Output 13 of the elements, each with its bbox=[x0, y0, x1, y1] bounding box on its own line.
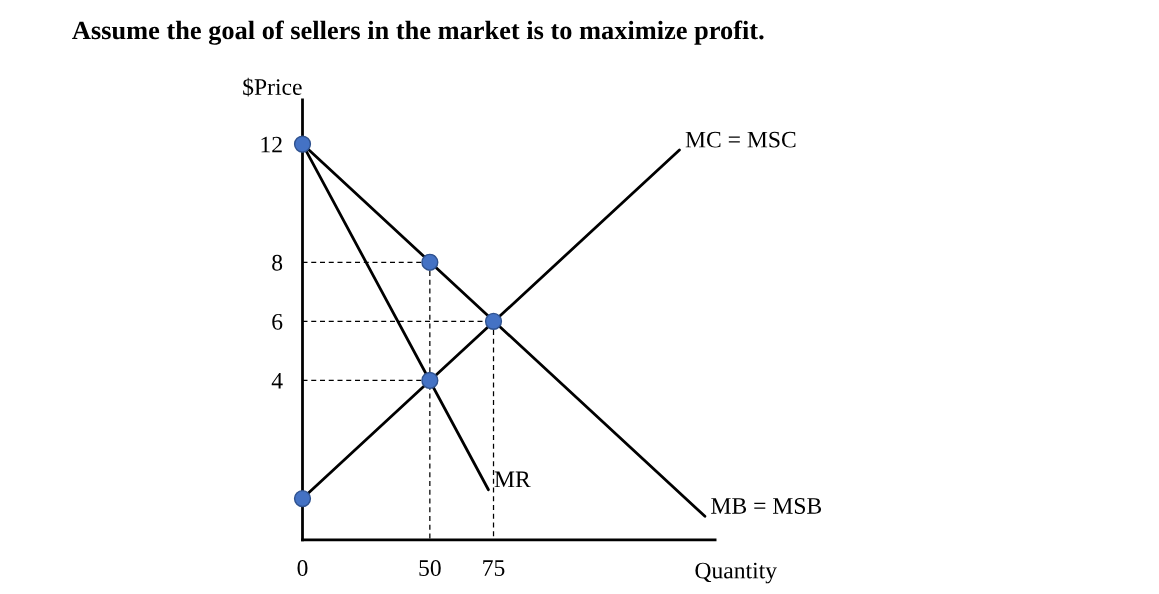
x-tick-label: 75 bbox=[483, 560, 505, 577]
y-tick-label: 4 bbox=[271, 373, 283, 389]
y-tick-label: 6 bbox=[272, 313, 283, 330]
y-tick-label: 8 bbox=[272, 254, 283, 271]
x-tick-label: 50 bbox=[419, 560, 441, 577]
y-tick-label: 12 bbox=[261, 136, 282, 153]
chart-title: Assume the goal of sellers in the market is to maximize profit. bbox=[72, 20, 764, 45]
series-label: MC = MSC bbox=[685, 131, 796, 148]
x-tick-label: 0 bbox=[297, 560, 308, 577]
x-axis-title: Quantity bbox=[695, 562, 777, 584]
series-label: MR bbox=[494, 471, 531, 488]
series-label: MB = MSB bbox=[711, 498, 822, 514]
y-axis-title: $Price bbox=[243, 77, 302, 97]
